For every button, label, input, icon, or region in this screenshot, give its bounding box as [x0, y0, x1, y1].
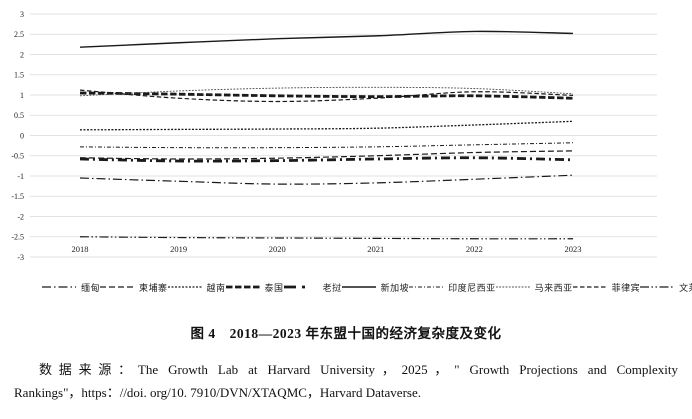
x-tick-label: 2019	[170, 244, 187, 254]
chart-legend: 缅甸 柬埔寨 越南 泰国 老挝 新加坡 印度尼西亚 马来西亚 菲律宾 文莱	[0, 280, 692, 294]
legend-line-sample-philippines	[572, 286, 607, 288]
series-line-cambodia	[79, 150, 574, 160]
legend-item-indonesia: 印度尼西亚	[409, 281, 496, 294]
y-tick-label: -2.5	[11, 233, 24, 242]
series-line-vietnam	[79, 120, 574, 131]
legend-label-cambodia: 柬埔寨	[139, 282, 168, 293]
y-tick-label: -3	[17, 253, 24, 262]
legend-item-philippines: 菲律宾	[572, 281, 641, 294]
legend-label-indonesia: 印度尼西亚	[448, 282, 496, 293]
source-line-2: Rankings"，https：//doi. org/10. 7910/DVN/…	[14, 385, 421, 401]
source-line-1: 数据来源：The Growth Lab at Harvard Universit…	[39, 362, 678, 377]
y-tick-label: -2	[17, 212, 24, 221]
series-line-thailand	[79, 91, 574, 100]
legend-label-thailand: 泰国	[264, 282, 284, 293]
legend-item-thailand: 泰国	[225, 281, 284, 294]
series-line-malaysia	[79, 86, 574, 97]
y-tick-label: 1.5	[14, 71, 24, 80]
legend-label-myanmar: 缅甸	[81, 282, 101, 293]
series-line-philippines	[79, 89, 574, 103]
legend-line-sample-vietnam	[167, 286, 202, 288]
legend-item-laos: 老挝	[283, 281, 342, 294]
legend-line-sample-cambodia	[100, 286, 135, 288]
legend-item-singapore: 新加坡	[341, 281, 410, 294]
chart-canvas: 3 2.5 2 1.5 1 0.5 0 -0.5 -1 -1.5 -2 -2.5 -3 2018 2019 2…	[11, 10, 657, 262]
legend-label-philippines: 菲律宾	[611, 282, 641, 293]
x-tick-label: 2021	[367, 244, 384, 254]
x-tick-label: 2022	[466, 244, 483, 254]
x-tick-label: 2020	[269, 244, 286, 254]
y-tick-label: -1.5	[11, 192, 24, 201]
x-tick-label: 2018	[72, 244, 89, 254]
legend-item-myanmar: 缅甸	[42, 281, 100, 294]
legend-item-cambodia: 柬埔寨	[100, 281, 168, 294]
eci-line-chart: 3 2.5 2 1.5 1 0.5 0 -0.5 -1 -1.5 -2 -2.5 -3 2018 2019 2…	[11, 10, 657, 262]
legend-line-sample-singapore	[341, 286, 376, 288]
legend-label-malaysia: 马来西亚	[534, 282, 573, 293]
legend-label-vietnam: 越南	[206, 282, 226, 293]
legend-item-vietnam: 越南	[167, 281, 226, 294]
legend-item-brunei: 文莱	[640, 281, 692, 294]
y-tick-label: 0.5	[14, 111, 24, 120]
legend-line-sample-myanmar	[42, 286, 76, 288]
series-line-singapore	[79, 30, 574, 48]
series-line-laos	[79, 156, 574, 163]
series-line-myanmar	[79, 174, 574, 185]
legend-item-malaysia: 马来西亚	[495, 281, 573, 294]
series-line-brunei	[79, 236, 574, 240]
legend-label-brunei: 文莱	[679, 282, 692, 293]
y-tick-label: -1	[17, 172, 24, 181]
series-line-indonesia	[79, 142, 574, 149]
legend-label-laos: 老挝	[322, 282, 342, 293]
figure-caption: 图 4 2018—2023 年东盟十国的经济复杂度及变化	[190, 326, 502, 341]
y-tick-label: 2.5	[14, 30, 24, 39]
y-tick-label: 3	[20, 10, 24, 19]
x-tick-label: 2023	[565, 244, 582, 254]
data-source-note: 数据来源：The Growth Lab at Harvard Universit…	[14, 358, 678, 405]
legend-line-sample-brunei	[640, 286, 675, 288]
legend-line-sample-indonesia	[409, 286, 444, 288]
y-tick-label: 1	[20, 91, 24, 100]
y-tick-label: 2	[20, 50, 24, 59]
legend-line-sample-malaysia	[495, 286, 530, 288]
legend-line-sample-thailand	[225, 285, 260, 289]
legend-line-sample-laos	[283, 285, 318, 289]
legend-label-singapore: 新加坡	[380, 282, 410, 293]
y-tick-label: 0	[20, 131, 24, 140]
y-tick-label: -0.5	[11, 152, 24, 161]
